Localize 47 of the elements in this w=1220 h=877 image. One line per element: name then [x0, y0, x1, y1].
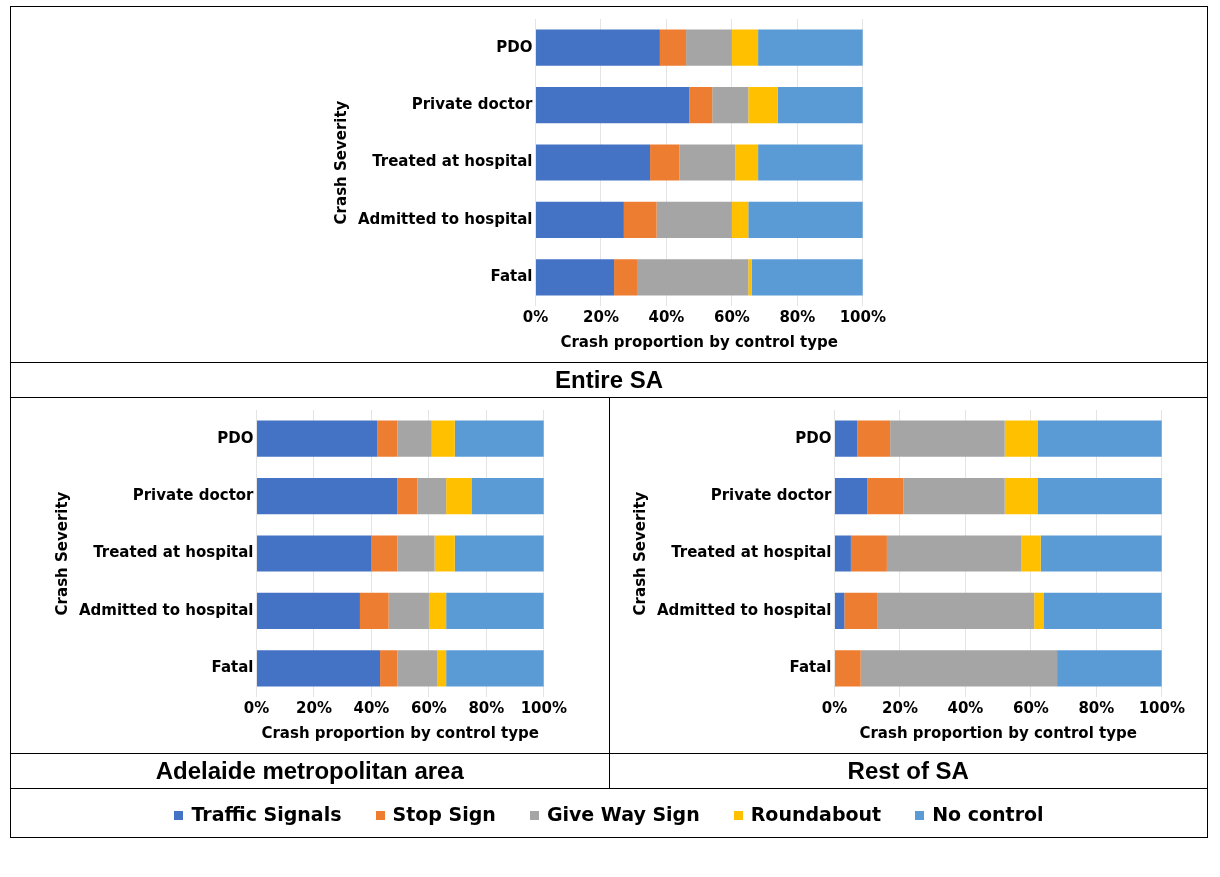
y-tick-label: Treated at hospital: [372, 152, 533, 171]
y-tick-label: Fatal: [490, 267, 533, 286]
legend-label: Traffic Signals: [190, 803, 342, 825]
y-tick-label: PDO: [795, 428, 832, 447]
x-axis-title: Crash proportion by control type: [560, 332, 838, 351]
y-tick-label: PDO: [217, 428, 254, 447]
x-tick-label: 60%: [713, 307, 750, 326]
legend-label: No control: [931, 803, 1044, 825]
y-tick-label: Private doctor: [132, 485, 254, 504]
x-tick-label: 80%: [468, 698, 505, 717]
y-tick-label: Treated at hospital: [671, 543, 832, 562]
x-tick-label: 20%: [295, 698, 332, 717]
y-axis-title: Crash Severity: [52, 491, 71, 616]
text: Entire SA: [11, 362, 1207, 397]
x-tick-label: 40%: [947, 698, 984, 717]
y-tick-label: Treated at hospital: [92, 543, 254, 562]
y-tick-label: Private doctor: [710, 485, 833, 504]
x-tick-label: 0%: [243, 698, 269, 717]
x-tick-label: 80%: [1078, 698, 1115, 717]
x-axis-title: Crash proportion by control type: [261, 723, 539, 742]
x-tick-label: 100%: [839, 307, 886, 326]
y-tick-label: Admitted to hospital: [657, 600, 832, 619]
legend-label: Stop Sign: [391, 803, 496, 825]
x-tick-label: 100%: [520, 698, 567, 717]
x-tick-label: 100%: [1138, 698, 1186, 717]
legend-label: Give Way Sign: [545, 803, 700, 825]
y-tick-label: Admitted to hospital: [78, 600, 254, 619]
text: Adelaide metropolitan area: [11, 753, 609, 788]
x-tick-label: 80%: [779, 307, 816, 326]
x-tick-label: 40%: [353, 698, 390, 717]
y-tick-label: PDO: [496, 37, 533, 56]
text: Rest of SA: [609, 753, 1207, 788]
x-tick-label: 0%: [522, 307, 549, 326]
legend-label: Roundabout: [749, 803, 882, 825]
x-tick-label: 20%: [583, 307, 619, 326]
y-tick-label: Fatal: [211, 658, 254, 677]
x-axis-title: Crash proportion by control type: [859, 723, 1138, 742]
y-axis-title: Crash Severity: [631, 491, 650, 616]
y-tick-label: Admitted to hospital: [358, 209, 533, 228]
y-tick-label: Fatal: [789, 658, 832, 677]
x-tick-label: 40%: [648, 307, 685, 326]
x-tick-label: 60%: [1013, 698, 1050, 717]
y-axis-title: Crash Severity: [331, 100, 350, 225]
x-tick-label: 20%: [882, 698, 919, 717]
x-tick-label: 0%: [822, 698, 848, 717]
x-tick-label: 60%: [410, 698, 447, 717]
y-tick-label: Private doctor: [411, 94, 534, 113]
